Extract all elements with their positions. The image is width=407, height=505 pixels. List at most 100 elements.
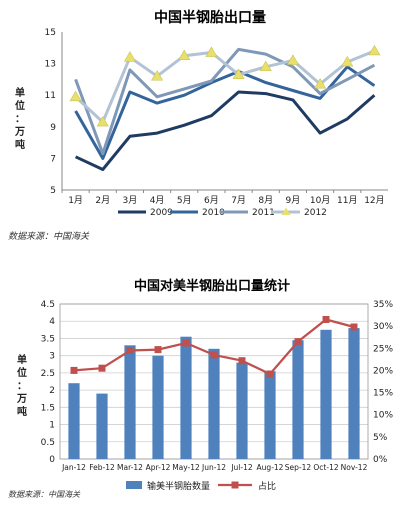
share-point — [238, 357, 246, 365]
y-tick-label: 2 — [49, 386, 55, 396]
y-tick-label: 1 — [49, 421, 55, 431]
y2-tick-label: 20% — [373, 366, 393, 376]
data-point-2012 — [368, 44, 381, 56]
y2-tick-label: 35% — [373, 300, 393, 310]
y2-tick-label: 25% — [373, 344, 393, 354]
legend-label: 2011 — [252, 208, 275, 218]
series-line-2012 — [74, 49, 375, 124]
legend-marker-line — [231, 481, 239, 489]
svg-text:单: 单 — [17, 353, 27, 366]
share-point — [154, 346, 162, 354]
y-axis-label: 单位 ：万吨 — [16, 353, 27, 418]
share-point — [322, 316, 330, 323]
svg-text:万: 万 — [14, 126, 25, 138]
y-tick-label: 2.5 — [41, 369, 55, 379]
y-tick-label: 7 — [50, 154, 56, 164]
x-tick-label: Aug-12 — [257, 463, 284, 472]
chart-title: 中国半钢胎出口量 — [154, 9, 266, 26]
x-tick-label: 1月 — [68, 195, 83, 206]
y2-tick-label: 5% — [373, 433, 388, 443]
legend-label: 2010 — [202, 208, 225, 218]
bar — [124, 345, 136, 459]
x-tick-label: 2月 — [95, 195, 110, 206]
bar — [96, 393, 108, 459]
share-point — [210, 351, 218, 359]
share-point — [70, 366, 78, 374]
svg-text:位: 位 — [17, 366, 27, 379]
bar — [236, 362, 248, 459]
y-tick-label: 0.5 — [41, 438, 55, 448]
legend-label: 输美半钢胎数量 — [147, 480, 210, 492]
x-tick-label: Apr-12 — [146, 463, 171, 472]
x-tick-label: 12月 — [364, 195, 384, 206]
x-tick-label: 8月 — [258, 195, 273, 206]
data-point-2012 — [96, 115, 109, 127]
bar — [292, 340, 304, 459]
y2-tick-label: 30% — [373, 322, 393, 332]
legend-label: 2012 — [304, 208, 327, 218]
x-tick-label: 9月 — [286, 195, 301, 206]
data-point-2012 — [314, 78, 327, 89]
x-tick-label: 5月 — [177, 195, 192, 206]
y-tick-label: 11 — [45, 91, 56, 101]
bar — [208, 348, 220, 459]
series-line-2009 — [74, 90, 376, 171]
export-line-chart: 中国半钢胎出口量 5 7 9 11 13 15 1月 2月 3月 4月 5月 6月 7月 8月 9月 10月 11… — [14, 9, 388, 218]
bar — [348, 328, 360, 459]
share-point — [182, 339, 190, 347]
share-point — [126, 347, 134, 354]
y2-tick-label: 15% — [373, 389, 393, 399]
data-point-2012 — [69, 90, 82, 102]
y-tick-label: 9 — [50, 123, 56, 133]
x-tick-label: 3月 — [123, 195, 138, 206]
bar — [152, 355, 164, 459]
legend-marker-2012 — [281, 207, 291, 215]
x-tick-label: Nov-12 — [341, 463, 368, 472]
svg-text:单: 单 — [15, 86, 25, 99]
x-tick-label: Oct-12 — [313, 463, 338, 472]
y-tick-label: 4.5 — [41, 300, 55, 310]
x-tick-label: Jul-12 — [230, 463, 253, 472]
y-tick-label: 5 — [50, 186, 56, 196]
data-point-2012 — [151, 70, 164, 81]
x-tick-label: 10月 — [310, 195, 330, 206]
share-point — [98, 364, 106, 372]
bar — [68, 383, 80, 459]
y-tick-label: 15 — [45, 28, 56, 38]
y-tick-label: 0 — [49, 455, 55, 465]
us-export-bar-chart: 中国对美半钢胎出口量统计 0 0.5 1 1.5 2 2.5 3 3.5 4 4.5 0% 5% 10% 1… — [16, 278, 393, 492]
x-tick-label: 7月 — [231, 195, 246, 206]
x-tick-label: 6月 — [204, 195, 219, 206]
bar — [180, 336, 192, 459]
data-source-top: 数据来源：中国海关 — [8, 232, 90, 242]
svg-text:万: 万 — [16, 393, 27, 405]
bar — [264, 371, 276, 459]
data-point-2012 — [341, 55, 354, 67]
legend-label: 占比 — [258, 480, 276, 492]
x-tick-label: Jan-12 — [61, 463, 86, 472]
data-point-2012 — [259, 60, 272, 72]
bar — [320, 329, 332, 459]
data-point-2012 — [205, 46, 218, 57]
svg-text:位: 位 — [15, 99, 25, 112]
data-point-2012 — [232, 68, 245, 79]
series-line-2010 — [74, 65, 376, 160]
legend-label: 2009 — [150, 208, 173, 218]
x-tick-label: Sep-12 — [285, 463, 312, 472]
share-point — [294, 338, 302, 346]
share-point — [266, 370, 274, 378]
x-tick-label: May-12 — [172, 463, 200, 472]
y-tick-label: 3 — [49, 352, 55, 362]
svg-text:：: ： — [17, 381, 27, 392]
share-point — [350, 323, 358, 331]
x-tick-label: Feb-12 — [89, 463, 115, 472]
data-point-2012 — [286, 54, 299, 65]
y-tick-label: 4 — [49, 317, 55, 327]
y-axis-label: 单位 ：万吨 — [14, 86, 25, 151]
y-tick-label: 13 — [45, 60, 56, 70]
svg-text:吨: 吨 — [17, 405, 27, 418]
data-point-2012 — [178, 49, 191, 61]
x-tick-label: 11月 — [337, 195, 357, 206]
y-tick-label: 1.5 — [41, 403, 55, 413]
x-tick-label: Mar-12 — [117, 463, 143, 472]
